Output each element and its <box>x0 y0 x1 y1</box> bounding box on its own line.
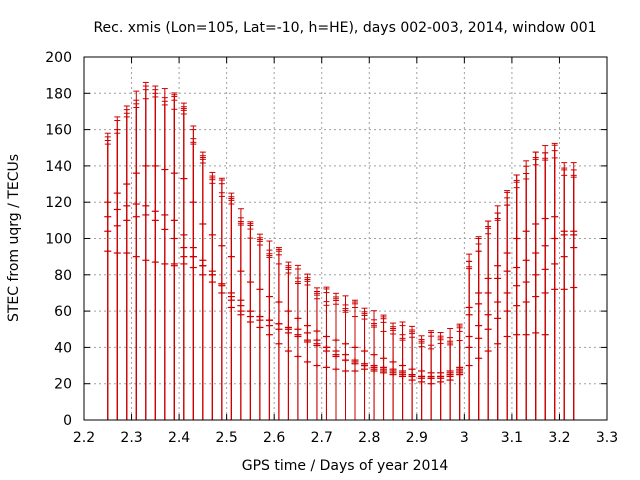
y-tick-label: 80 <box>54 268 72 284</box>
data-marks <box>104 81 578 420</box>
y-tick-label: 40 <box>54 340 72 356</box>
y-tick-label: 120 <box>45 195 72 211</box>
y-tick-label: 0 <box>63 413 72 429</box>
y-axis-ticks: 0 20 40 60 80 100 120 140 160 180 200 <box>45 50 607 429</box>
x-tick-label: 2.9 <box>406 430 428 446</box>
chart-title: Rec. xmis (Lon=105, Lat=-10, h=HE), days… <box>93 20 596 36</box>
x-tick-label: 3.3 <box>596 430 618 446</box>
x-tick-label: 2.5 <box>216 430 238 446</box>
y-tick-label: 140 <box>45 159 72 175</box>
y-tick-label: 160 <box>45 123 72 139</box>
x-axis-ticks: 2.2 2.3 2.4 2.5 2.6 2.7 2.8 2.9 3 3.1 3.2 3.3 <box>73 57 618 446</box>
x-tick-label: 2.6 <box>263 430 285 446</box>
x-axis-label: GPS time / Days of year 2014 <box>242 458 449 474</box>
x-tick-label: 2.8 <box>358 430 380 446</box>
y-axis-label: STEC from uqrg / TECUs <box>6 154 22 322</box>
y-tick-label: 200 <box>45 50 72 66</box>
x-tick-label: 2.4 <box>168 430 190 446</box>
x-tick-label: 3.2 <box>548 430 570 446</box>
x-tick-label: 3.1 <box>501 430 523 446</box>
y-tick-label: 20 <box>54 377 72 393</box>
y-tick-label: 100 <box>45 232 72 248</box>
y-tick-label: 60 <box>54 304 72 320</box>
x-tick-label: 2.2 <box>73 430 95 446</box>
x-tick-label: 3 <box>460 430 469 446</box>
y-tick-label: 180 <box>45 86 72 102</box>
x-tick-label: 2.3 <box>120 430 142 446</box>
x-tick-label: 2.7 <box>311 430 333 446</box>
